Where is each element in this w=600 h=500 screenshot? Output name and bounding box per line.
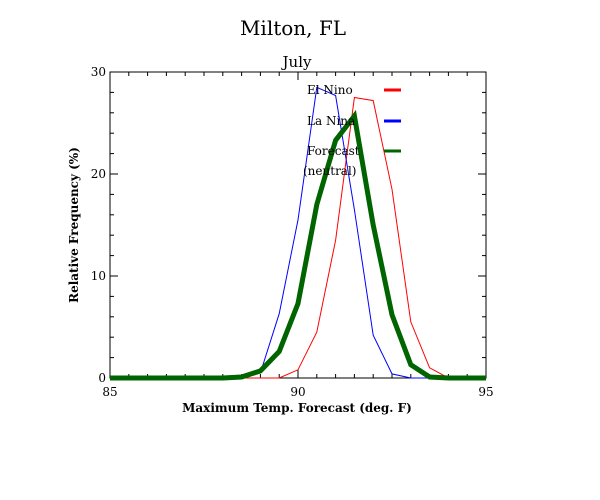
legend-label: La Nina xyxy=(307,114,355,128)
plot-frame xyxy=(109,71,487,379)
x-axis-label: Maximum Temp. Forecast (deg. F) xyxy=(182,401,412,415)
series-line-forecast-neutral xyxy=(110,109,486,381)
x-tick-label: 95 xyxy=(478,385,493,399)
page-title: Milton, FL xyxy=(240,16,346,40)
series-line-el-nino xyxy=(110,96,486,379)
plot-area: 85 90 95 0 10 20 30 xyxy=(91,65,494,399)
series-line-la-nina xyxy=(110,86,486,379)
legend-label: El Nino xyxy=(307,83,353,97)
x-tick-label: 90 xyxy=(290,385,305,399)
x-tick-label: 85 xyxy=(102,385,117,399)
series-layer xyxy=(110,86,486,381)
y-tick-label: 20 xyxy=(91,167,106,181)
chart-subtitle: July xyxy=(281,53,312,71)
legend: El Nino La Nina Forecast (neutral) xyxy=(303,83,401,178)
y-tick-label: 30 xyxy=(91,65,106,79)
y-tick-label: 0 xyxy=(98,371,106,385)
legend-label: (neutral) xyxy=(303,164,356,178)
legend-label: Forecast xyxy=(307,144,360,158)
y-axis-label: Relative Frequency (%) xyxy=(67,147,81,303)
y-tick-label: 10 xyxy=(91,269,106,283)
